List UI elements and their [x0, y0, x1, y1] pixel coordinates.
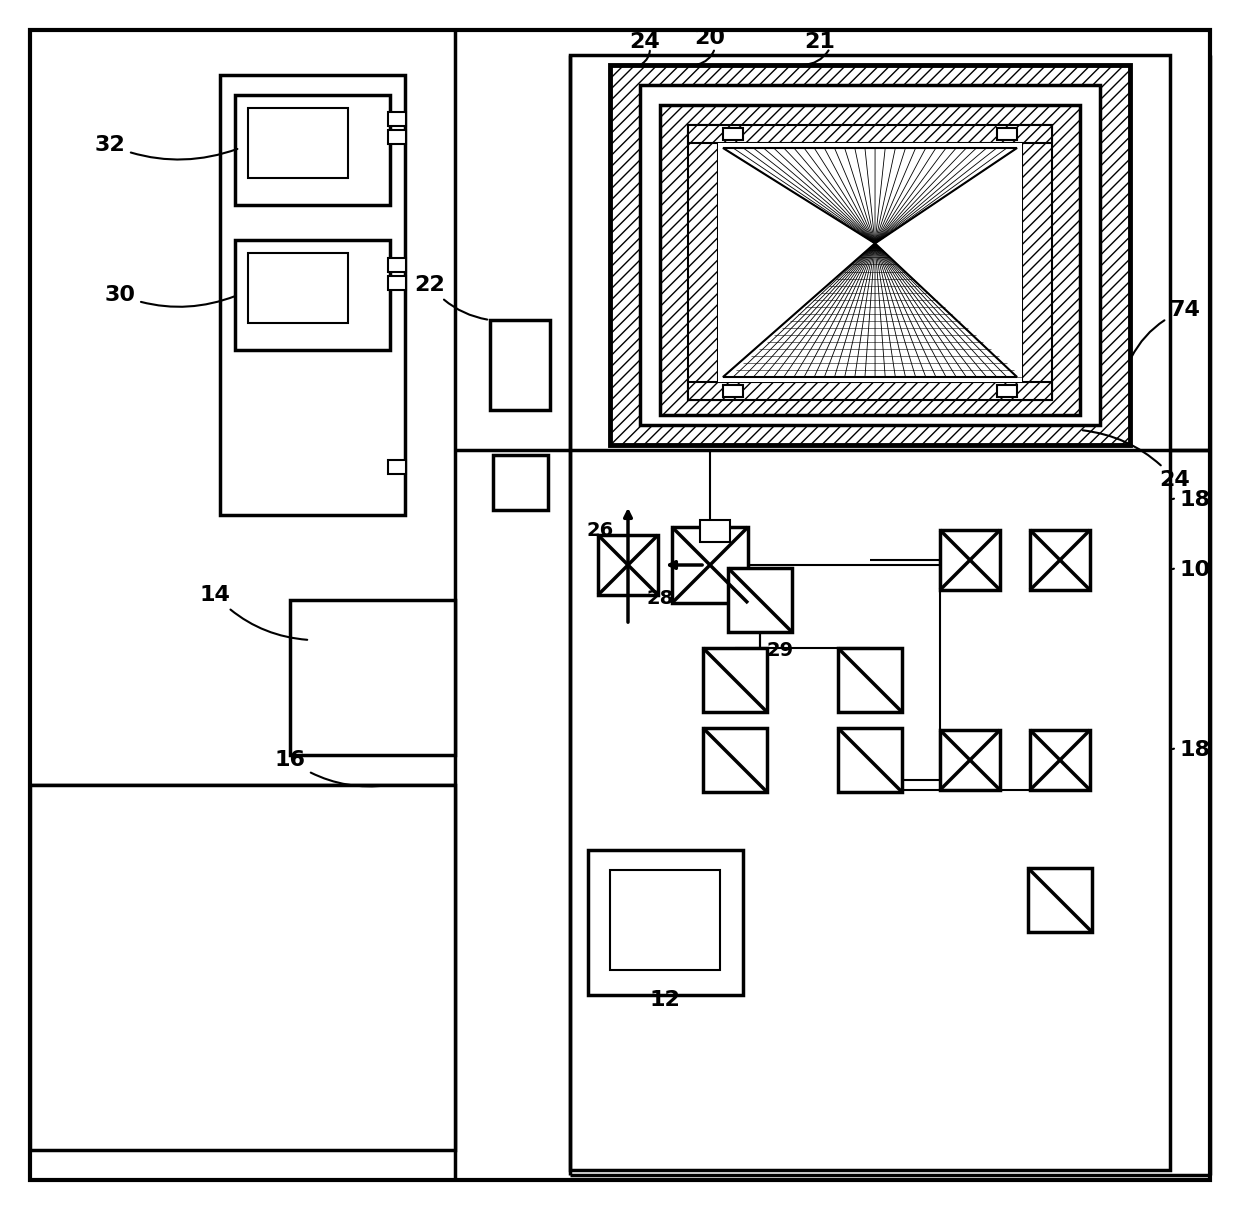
Bar	[388, 111, 405, 126]
Bar	[940, 730, 999, 790]
Text: 21: 21	[805, 31, 836, 52]
Bar	[490, 320, 551, 411]
Bar	[236, 240, 391, 350]
Bar	[838, 728, 901, 792]
Text: 18: 18	[1173, 740, 1210, 761]
Bar	[997, 128, 1017, 140]
Polygon shape	[723, 148, 1017, 243]
Bar	[388, 130, 405, 144]
Bar	[248, 253, 348, 323]
Bar	[1028, 868, 1092, 932]
Text: 28: 28	[646, 589, 673, 608]
Bar	[672, 527, 748, 603]
Text: 24: 24	[630, 31, 661, 52]
Bar	[688, 125, 1052, 400]
Text: 24: 24	[1083, 430, 1190, 490]
Bar	[688, 381, 1052, 400]
Bar	[236, 94, 391, 205]
Bar	[997, 385, 1017, 397]
Bar	[838, 648, 901, 712]
Bar	[610, 869, 720, 970]
Text: 30: 30	[104, 285, 236, 306]
Text: 12: 12	[650, 991, 681, 1010]
Bar	[640, 85, 1100, 425]
Bar	[290, 599, 455, 754]
Text: 16: 16	[274, 750, 387, 786]
Bar	[728, 568, 792, 632]
Polygon shape	[723, 243, 1017, 377]
Bar	[723, 385, 743, 397]
Bar	[388, 258, 405, 272]
Bar	[940, 530, 999, 590]
Bar	[688, 125, 718, 400]
Bar	[588, 850, 743, 995]
Bar	[703, 728, 768, 792]
Text: 14: 14	[200, 585, 308, 639]
Bar	[718, 143, 1022, 381]
Text: 74: 74	[1131, 300, 1200, 357]
Bar	[723, 128, 743, 140]
Text: 22: 22	[414, 275, 487, 320]
Bar	[598, 535, 658, 595]
Bar	[219, 75, 405, 515]
Bar	[494, 455, 548, 510]
Bar	[30, 785, 455, 1150]
Bar	[688, 125, 1052, 143]
Text: 10: 10	[1173, 559, 1210, 580]
Bar	[388, 460, 405, 474]
Bar	[388, 276, 405, 289]
Bar	[660, 105, 1080, 415]
Text: 20: 20	[694, 28, 725, 48]
Text: 32: 32	[94, 134, 237, 160]
Bar	[1030, 730, 1090, 790]
Text: 26: 26	[587, 521, 614, 539]
Text: 18: 18	[1173, 490, 1210, 510]
Bar	[1022, 125, 1052, 400]
Bar	[570, 54, 1171, 1170]
Bar	[610, 65, 1130, 444]
Bar	[1030, 530, 1090, 590]
Text: 29: 29	[766, 641, 794, 660]
Bar	[701, 520, 730, 543]
Bar	[703, 648, 768, 712]
Bar	[248, 108, 348, 178]
